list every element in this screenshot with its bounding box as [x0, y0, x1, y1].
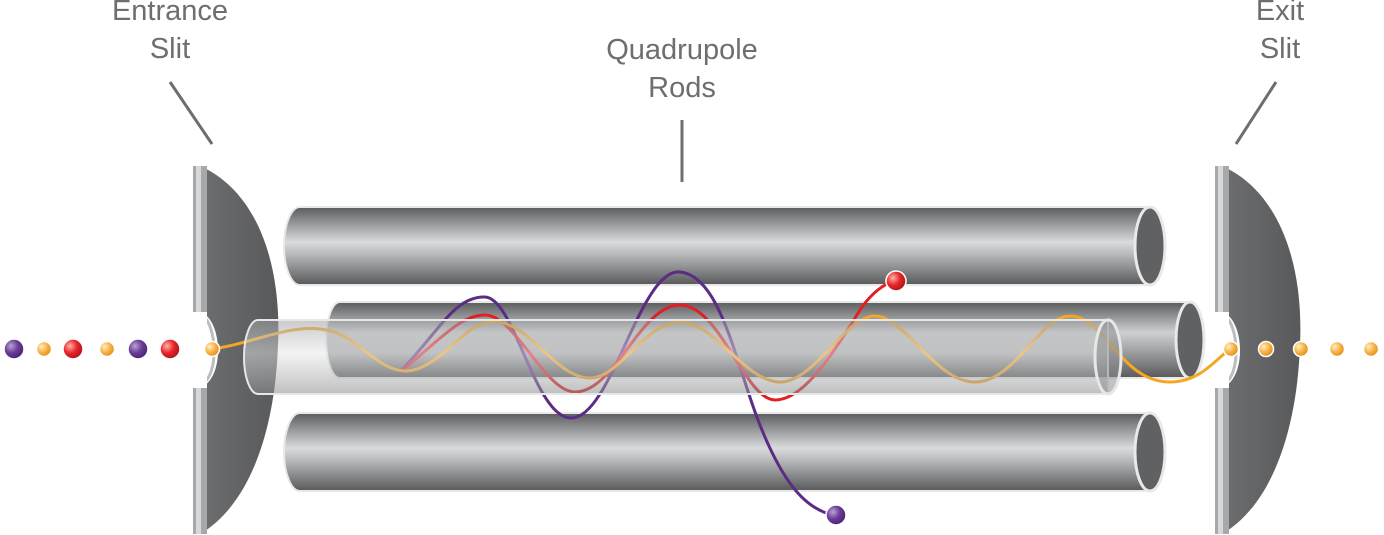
quadrupole-rod-top	[283, 205, 1167, 287]
quadrupole-rod-front	[243, 318, 1123, 396]
exit-slit-label: Exit Slit	[1175, 0, 1384, 68]
quadrupole-rods-label-line1: Quadrupole	[606, 34, 758, 66]
ion-orange	[35, 340, 53, 358]
ion-orange	[1328, 340, 1346, 358]
incoming-ion-stream	[3, 338, 221, 360]
ion-purple	[3, 338, 25, 360]
ion-orange-exiting	[1222, 340, 1240, 358]
ion-orange	[98, 340, 116, 358]
quadrupole-rods-label-line2: Rods	[648, 72, 716, 104]
entrance-slit-label-line1: Entrance	[111, 0, 229, 27]
exit-leader-line	[1234, 81, 1278, 145]
purple-ion-end	[825, 504, 847, 526]
outgoing-ion-stream	[1222, 340, 1380, 358]
ion-orange	[1257, 340, 1275, 358]
quadrupole-rod-bottom	[283, 411, 1167, 493]
entrance-slit-label: Entrance Slit	[70, 0, 270, 68]
ion-orange	[1362, 340, 1380, 358]
quadrupole-rods-label: Quadrupole Rods	[532, 31, 832, 107]
exit-slit-label-line2: Slit	[1259, 33, 1301, 65]
ion-orange-entering	[203, 340, 221, 358]
ion-purple	[127, 338, 149, 360]
entrance-slit-label-line2: Slit	[149, 33, 191, 65]
exit-slit-label-line1: Exit	[1255, 0, 1305, 27]
ion-orange	[1292, 340, 1310, 358]
red-ion-end	[885, 270, 907, 292]
entrance-leader-line	[168, 81, 214, 145]
ion-red	[62, 338, 84, 360]
ion-red	[159, 338, 181, 360]
